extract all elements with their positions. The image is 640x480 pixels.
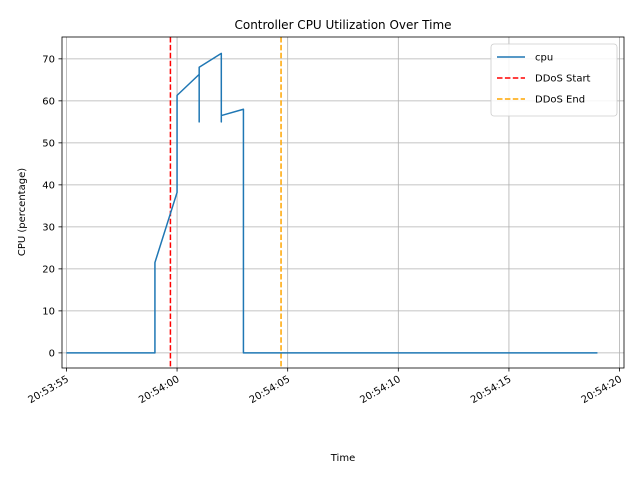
y-tick-label: 70 — [42, 54, 55, 65]
plot-frame — [61, 36, 625, 369]
legend-box — [490, 43, 618, 117]
x-axis-title: Time — [330, 453, 355, 464]
y-axis: 0 10 20 30 40 50 60 70 — [42, 54, 62, 359]
y-tick-label: 30 — [42, 222, 55, 233]
y-axis-title: CPU (percentage) — [17, 168, 28, 256]
y-tick-label: 50 — [42, 138, 55, 149]
chart-title: Controller CPU Utilization Over Time — [234, 18, 451, 32]
legend-label: DDoS End — [535, 95, 585, 106]
y-tick-label: 40 — [42, 180, 55, 191]
y-tick-label: 10 — [42, 306, 55, 317]
legend: cpu DDoS Start DDoS End — [490, 43, 618, 117]
legend-label: cpu — [535, 53, 553, 64]
series-layer — [66, 37, 598, 368]
y-tick-label: 20 — [42, 264, 55, 275]
series-line-cpu — [66, 52, 598, 354]
y-tick-label: 60 — [42, 96, 55, 107]
legend-label: DDoS Start — [535, 74, 591, 85]
y-tick-label: 0 — [49, 348, 55, 359]
